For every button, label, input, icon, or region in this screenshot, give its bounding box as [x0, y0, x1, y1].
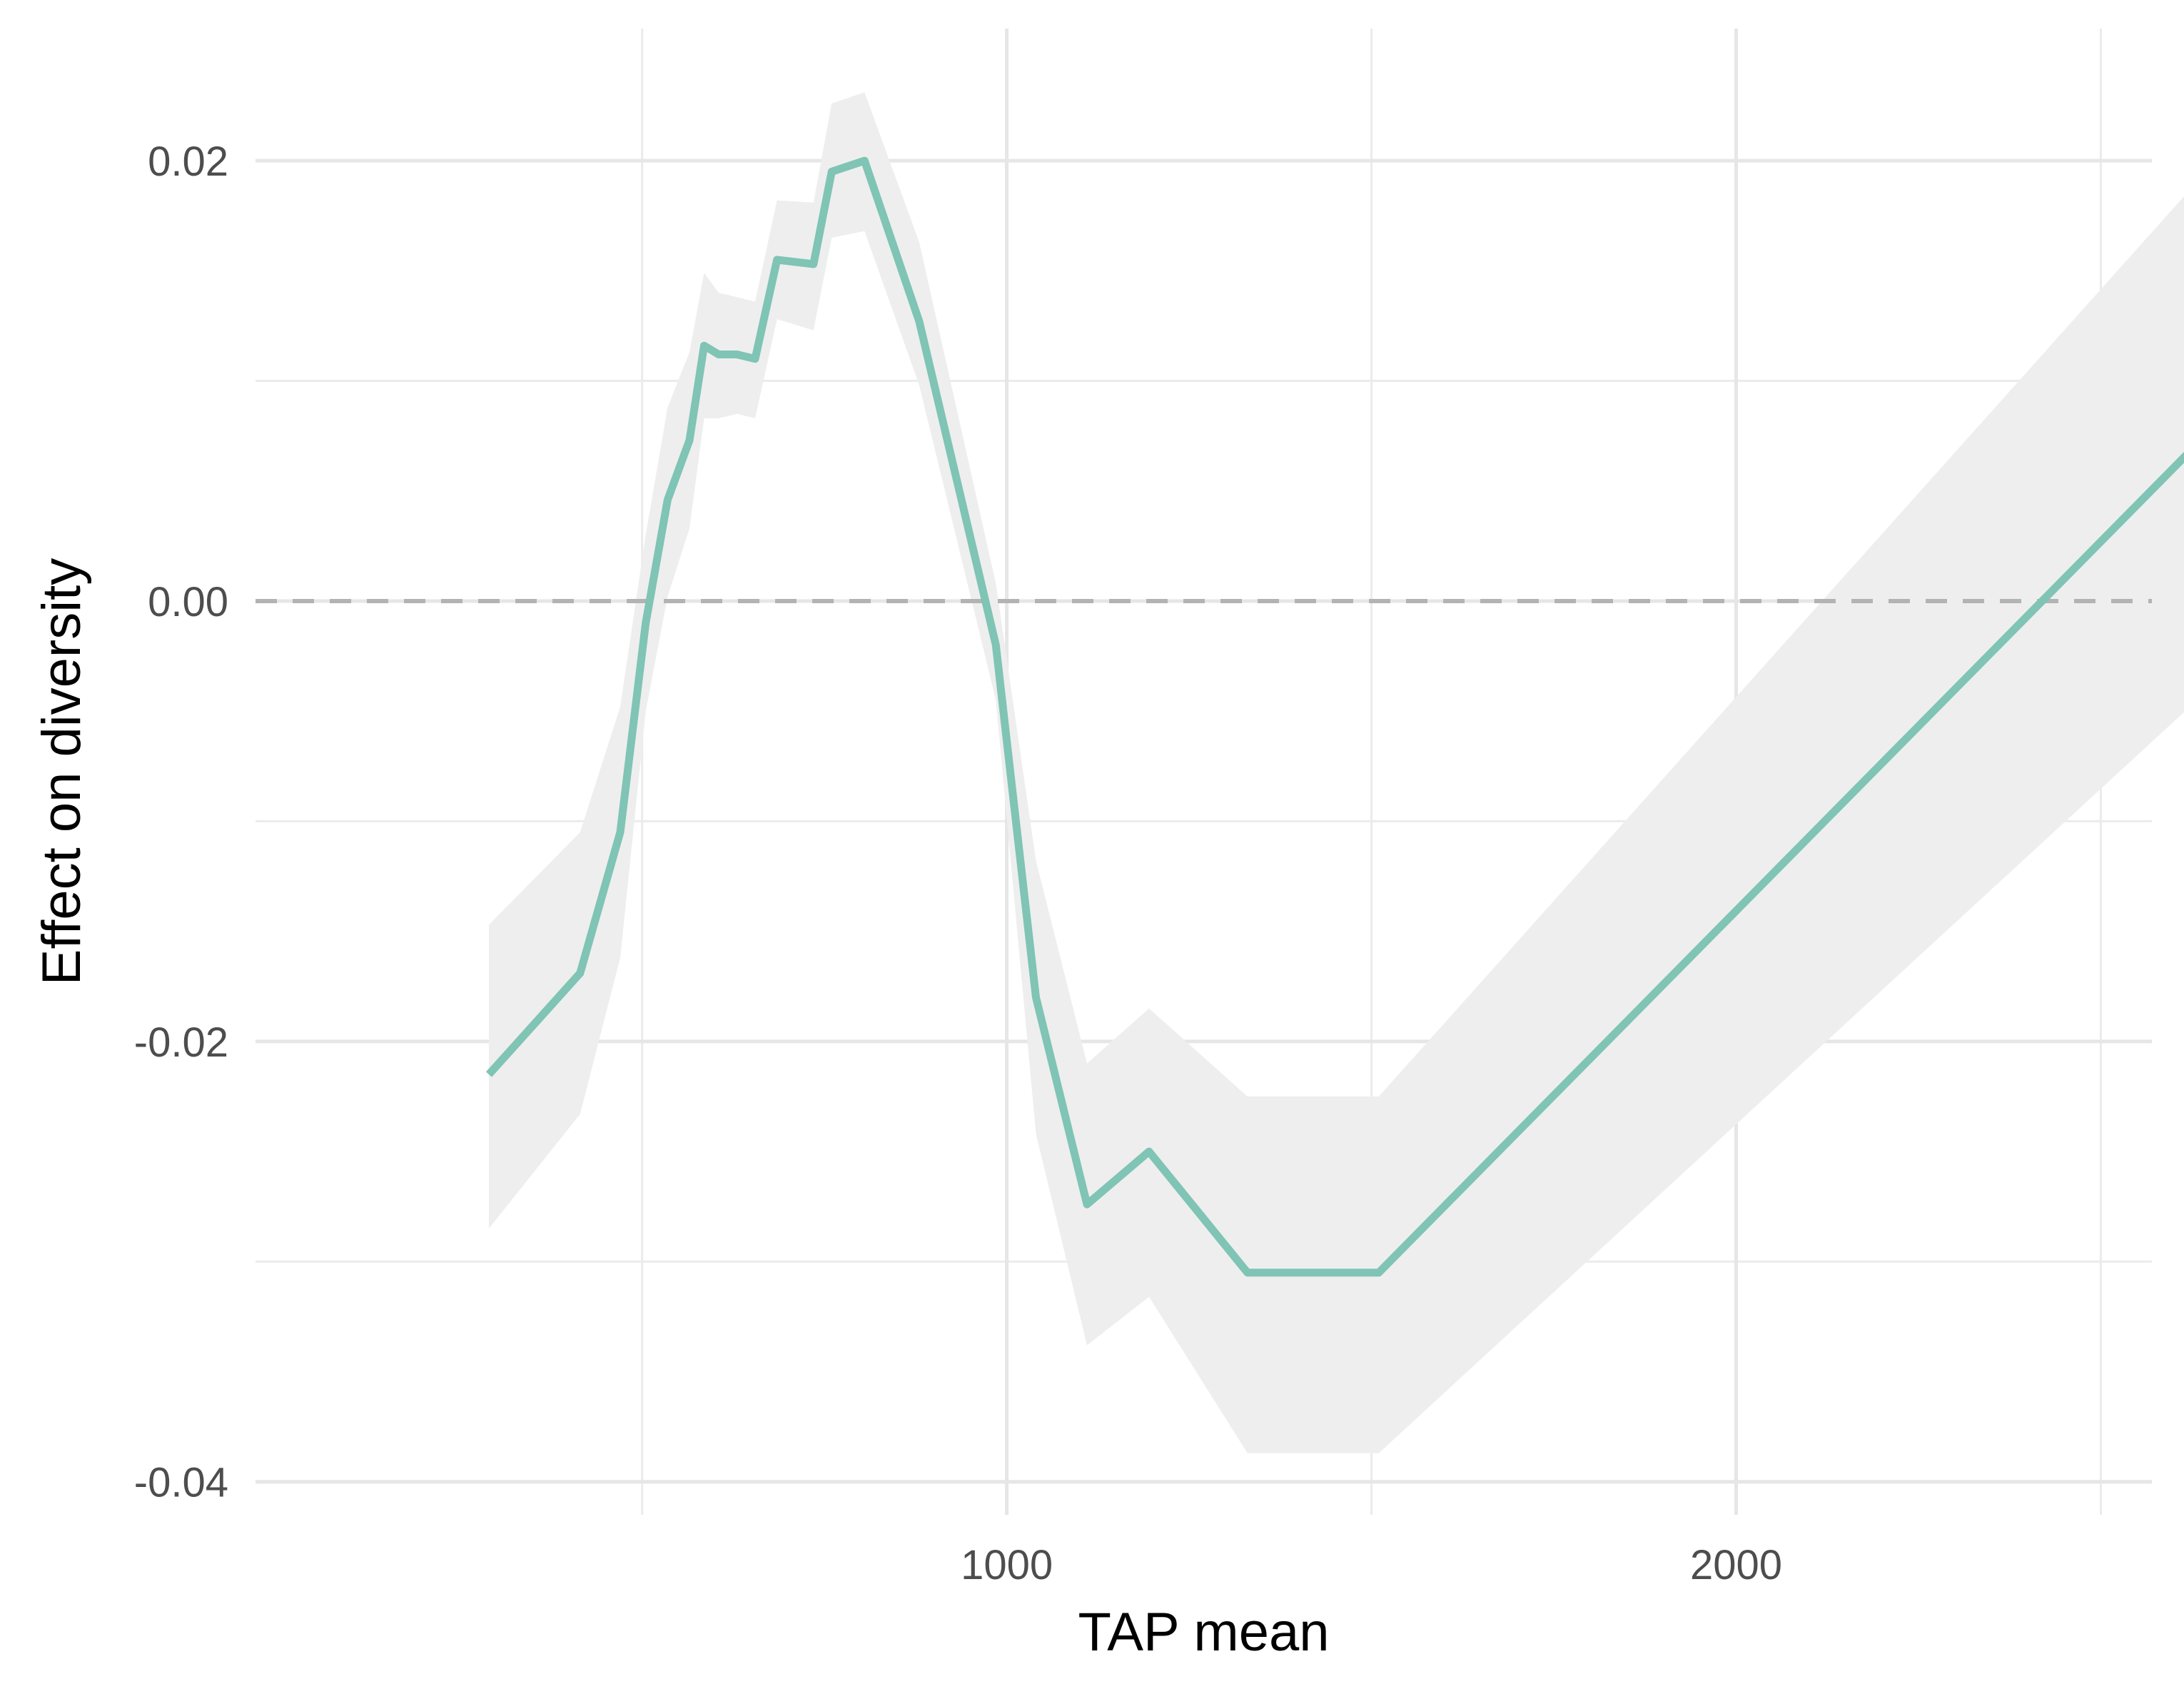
tick-labels: 1000 2000 -0.04 -0.02 0.00 0.02: [134, 138, 1782, 1588]
x-tick-label: 1000: [961, 1542, 1053, 1588]
y-tick-label: 0.02: [148, 138, 228, 185]
y-axis-title: Effect on diversity: [31, 558, 92, 985]
series-line: [485, 156, 2184, 1277]
x-tick-label: 2000: [1690, 1542, 1782, 1588]
y-tick-label: 0.00: [148, 579, 228, 625]
x-axis-title: TAP mean: [1078, 1602, 1329, 1663]
y-tick-label: -0.04: [134, 1460, 228, 1506]
y-tick-label: -0.02: [134, 1019, 228, 1066]
confidence-ribbon: [489, 92, 2184, 1453]
series-layer: [256, 92, 2184, 1453]
